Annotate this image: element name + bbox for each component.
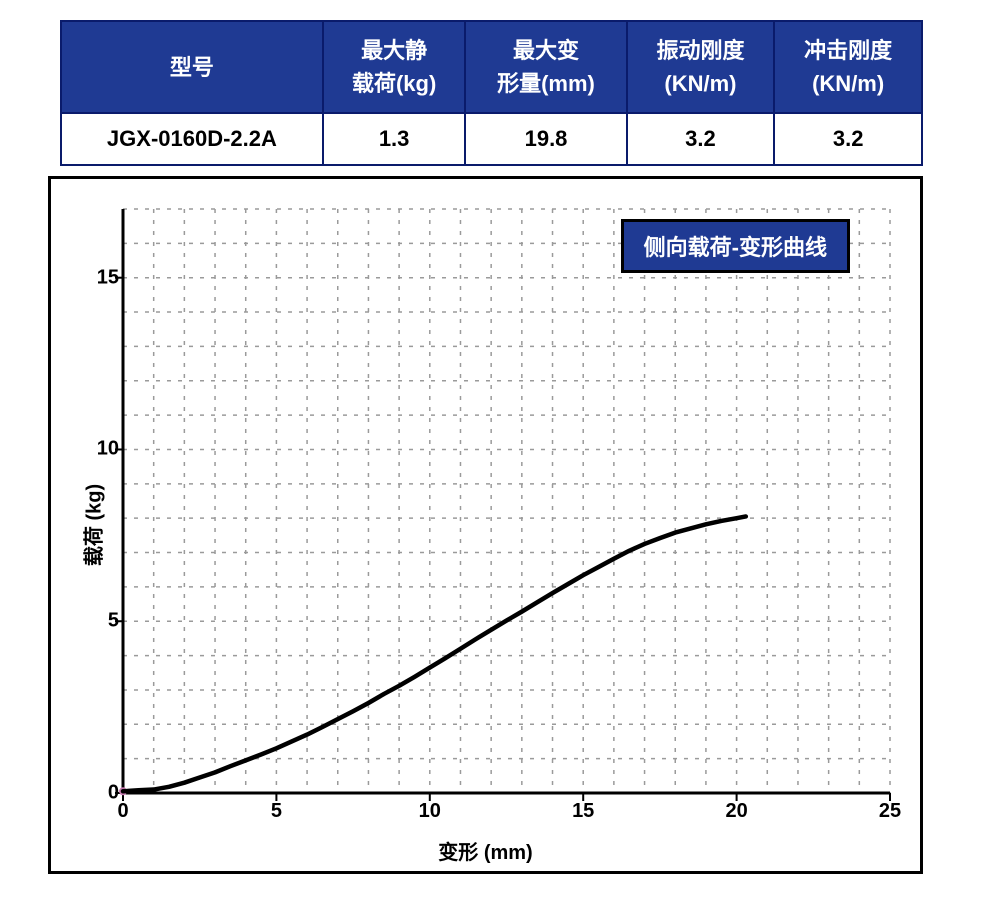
chart-svg	[123, 209, 890, 793]
x-axis-label: 变形 (mm)	[438, 836, 532, 865]
x-tick-label: 0	[117, 800, 128, 823]
plot-area: 侧向载荷-变形曲线	[123, 209, 890, 793]
spec-table-container: 型号 最大静载荷(kg) 最大变形量(mm) 振动刚度(KN/m) 冲击刚度(K…	[60, 20, 923, 166]
th-shock-stiffness: 冲击刚度(KN/m)	[774, 21, 922, 113]
chart-frame: 载荷 (kg) 变形 (mm) 侧向载荷-变形曲线 0 5 10 15 0 5 10 15 20…	[48, 176, 923, 874]
y-tick-label: 0	[83, 782, 119, 805]
table-header-row: 型号 最大静载荷(kg) 最大变形量(mm) 振动刚度(KN/m) 冲击刚度(K…	[61, 21, 922, 113]
spec-table: 型号 最大静载荷(kg) 最大变形量(mm) 振动刚度(KN/m) 冲击刚度(K…	[60, 20, 923, 166]
y-axis-label: 载荷 (kg)	[78, 484, 107, 566]
y-tick-label: 5	[83, 610, 119, 633]
x-tick-label: 15	[572, 800, 594, 823]
th-vib-stiffness: 振动刚度(KN/m)	[627, 21, 775, 113]
x-tick-label: 5	[271, 800, 282, 823]
x-tick-label: 10	[419, 800, 441, 823]
th-model: 型号	[61, 21, 323, 113]
td-model: JGX-0160D-2.2A	[61, 113, 323, 165]
x-tick-label: 25	[879, 800, 901, 823]
chart-legend: 侧向载荷-变形曲线	[621, 219, 850, 273]
x-tick-label: 20	[725, 800, 747, 823]
y-tick-label: 10	[83, 438, 119, 461]
td-max-static-load: 1.3	[323, 113, 466, 165]
table-row: JGX-0160D-2.2A 1.3 19.8 3.2 3.2	[61, 113, 922, 165]
th-max-deform: 最大变形量(mm)	[465, 21, 626, 113]
th-max-static-load: 最大静载荷(kg)	[323, 21, 466, 113]
td-vib-stiffness: 3.2	[627, 113, 775, 165]
td-shock-stiffness: 3.2	[774, 113, 922, 165]
td-max-deform: 19.8	[465, 113, 626, 165]
y-tick-label: 15	[83, 266, 119, 289]
